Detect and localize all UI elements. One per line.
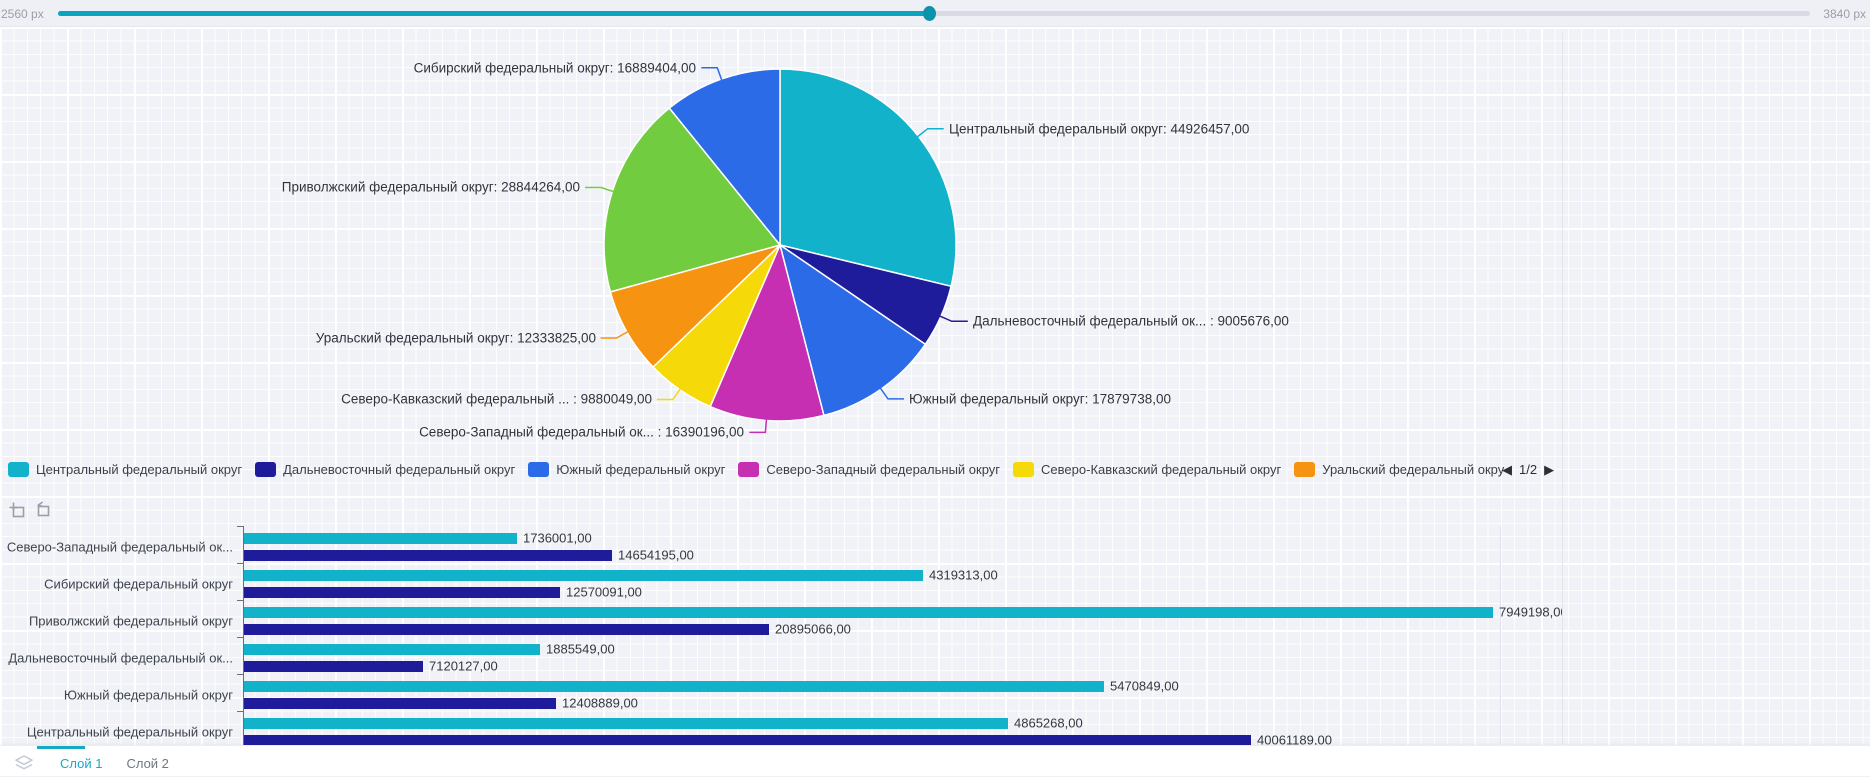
bar-category-label-0: Северо-Западный федеральный ок...	[6, 539, 233, 554]
pie-label-7: Сибирский федеральный округ: 16889404,00	[413, 60, 696, 76]
pie-callout-line	[656, 387, 682, 401]
legend-swatch	[255, 461, 277, 477]
legend-swatch	[1013, 461, 1035, 477]
bar-value-label-s1-3: 7120127,00	[429, 658, 498, 674]
bar-segment-s1-5[interactable]	[244, 734, 1251, 745]
pie-label-3: Северо-Западный федеральный ок... : 1639…	[419, 424, 744, 440]
legend-swatch	[8, 461, 29, 477]
bar-segment-s1-1[interactable]	[244, 586, 560, 598]
bar-category-label-5: Центральный федеральный округ	[26, 724, 233, 739]
bar-value-label-s1-0: 14654195,00	[618, 547, 694, 563]
legend-item-3[interactable]: Северо-Западный федеральный округ	[738, 461, 1001, 477]
legend-label: Северо-Западный федеральный округ	[766, 461, 1001, 477]
pie-label-6: Приволжский федеральный округ: 28844264,…	[281, 179, 580, 195]
bar-value-label-s0-2: 7949198,00	[1499, 604, 1563, 620]
pie-label-0: Центральный федеральный округ: 44926457,…	[949, 121, 1250, 137]
pie-callout-line	[585, 186, 615, 193]
pie-legend: Центральный федеральный округ Дальневосто…	[8, 458, 1504, 480]
dashboard-canvas: Центральный федеральный округ: 44926457,…	[0, 27, 1870, 745]
axis-tick	[237, 526, 243, 527]
legend-label: Уральский федеральный окру	[1322, 461, 1505, 477]
bar-segment-s0-0[interactable]	[244, 532, 517, 544]
legend-swatch	[738, 461, 760, 477]
axis-tick	[237, 711, 243, 712]
pie-callout-line	[879, 386, 904, 400]
bar-segment-s1-0[interactable]	[244, 549, 612, 561]
pie-label-4: Северо-Кавказский федеральный ... : 9880…	[341, 391, 652, 407]
bar-category-label-1: Сибирский федеральный округ	[44, 576, 233, 591]
restore-icon[interactable]	[34, 500, 53, 519]
canvas-width-slider[interactable]	[58, 6, 1810, 21]
bar-segment-s0-5[interactable]	[244, 717, 1008, 729]
bar-segment-s1-2[interactable]	[244, 623, 769, 635]
canvas-width-slider-bar: 2560 px 3840 px	[0, 0, 1870, 27]
legend-item-0[interactable]: Центральный федеральный округ	[8, 461, 243, 477]
bar-y-axis-line	[243, 526, 244, 745]
pie-callout-line	[938, 315, 968, 323]
bar-value-label-s1-1: 12570091,00	[566, 584, 642, 600]
slider-fill	[58, 11, 930, 16]
pie-callout-line	[600, 330, 630, 339]
legend-pager: ◀ 1/2 ▶	[1502, 458, 1554, 480]
slider-min-label: 2560 px	[1, 7, 44, 21]
pie-label-1: Дальневосточный федеральный ок... : 9005…	[973, 313, 1289, 329]
legend-swatch	[1294, 461, 1316, 477]
legend-label: Дальневосточный федеральный округ	[283, 461, 516, 477]
bar-value-label-s1-2: 20895066,00	[775, 621, 851, 637]
bar-value-label-s0-1: 4319313,00	[929, 567, 998, 583]
chart-toolbox	[8, 500, 53, 519]
pie-callout-line	[916, 127, 944, 138]
slider-handle[interactable]	[923, 6, 936, 21]
bar-segment-s0-4[interactable]	[244, 680, 1104, 692]
bar-plot-right-gridline	[1500, 526, 1501, 745]
legend-next-icon[interactable]: ▶	[1544, 461, 1555, 477]
pie-label-5: Уральский федеральный округ: 12333825,00	[315, 330, 596, 346]
layers-footer: Слой 1 Слой 2	[0, 745, 1870, 776]
bar-value-label-s0-3: 1885549,00	[546, 641, 615, 657]
legend-item-5[interactable]: Уральский федеральный окру	[1294, 461, 1505, 477]
legend-label: Северо-Кавказский федеральный округ	[1041, 461, 1282, 477]
bar-segment-s1-3[interactable]	[244, 660, 423, 672]
data-zoom-icon[interactable]	[8, 500, 27, 519]
bar-category-label-2: Приволжский федеральный округ	[28, 613, 233, 628]
axis-tick	[237, 637, 243, 638]
bar-segment-s0-1[interactable]	[244, 569, 923, 581]
bar-category-label-4: Южный федеральный округ	[63, 687, 233, 702]
legend-item-4[interactable]: Северо-Кавказский федеральный округ	[1013, 461, 1282, 477]
axis-tick	[237, 563, 243, 564]
legend-swatch	[528, 461, 550, 477]
legend-label: Центральный федеральный округ	[36, 461, 243, 477]
pie-label-2: Южный федеральный округ: 17879738,00	[909, 391, 1171, 407]
axis-tick	[237, 674, 243, 675]
layers-icon[interactable]	[14, 754, 34, 772]
active-tab-indicator	[37, 746, 85, 749]
bar-widget-right-edge	[1562, 497, 1563, 745]
bar-value-label-s1-4: 12408889,00	[562, 695, 638, 711]
bar-value-label-s0-5: 4865268,00	[1014, 715, 1083, 731]
bar-category-label-3: Дальневосточный федеральный ок...	[8, 650, 233, 665]
bar-segment-s0-2[interactable]	[244, 606, 1493, 618]
legend-prev-icon[interactable]: ◀	[1502, 461, 1512, 477]
layer-tab-2[interactable]: Слой 2	[126, 755, 169, 771]
bar-value-label-s1-5: 40061189,00	[1257, 732, 1332, 746]
pie-callout-line	[701, 66, 723, 82]
axis-tick	[237, 600, 243, 601]
bar-chart-widget: Северо-Западный федеральный ок... 1736001…	[0, 497, 1563, 745]
legend-item-1[interactable]: Дальневосточный федеральный округ	[255, 461, 516, 477]
pie-chart	[585, 66, 968, 434]
legend-item-2[interactable]: Южный федеральный округ	[528, 461, 726, 477]
bar-segment-s0-3[interactable]	[244, 643, 540, 655]
legend-label: Южный федеральный округ	[556, 461, 726, 477]
bar-segment-s1-4[interactable]	[244, 697, 556, 709]
layer-tab-1[interactable]: Слой 1	[60, 755, 103, 771]
bar-value-label-s0-0: 1736001,00	[523, 530, 592, 546]
bar-value-label-s0-4: 5470849,00	[1110, 678, 1179, 694]
slider-max-label: 3840 px	[1823, 7, 1866, 21]
pie-widget-right-edge	[1562, 33, 1563, 495]
legend-page-label: 1/2	[1519, 461, 1538, 477]
